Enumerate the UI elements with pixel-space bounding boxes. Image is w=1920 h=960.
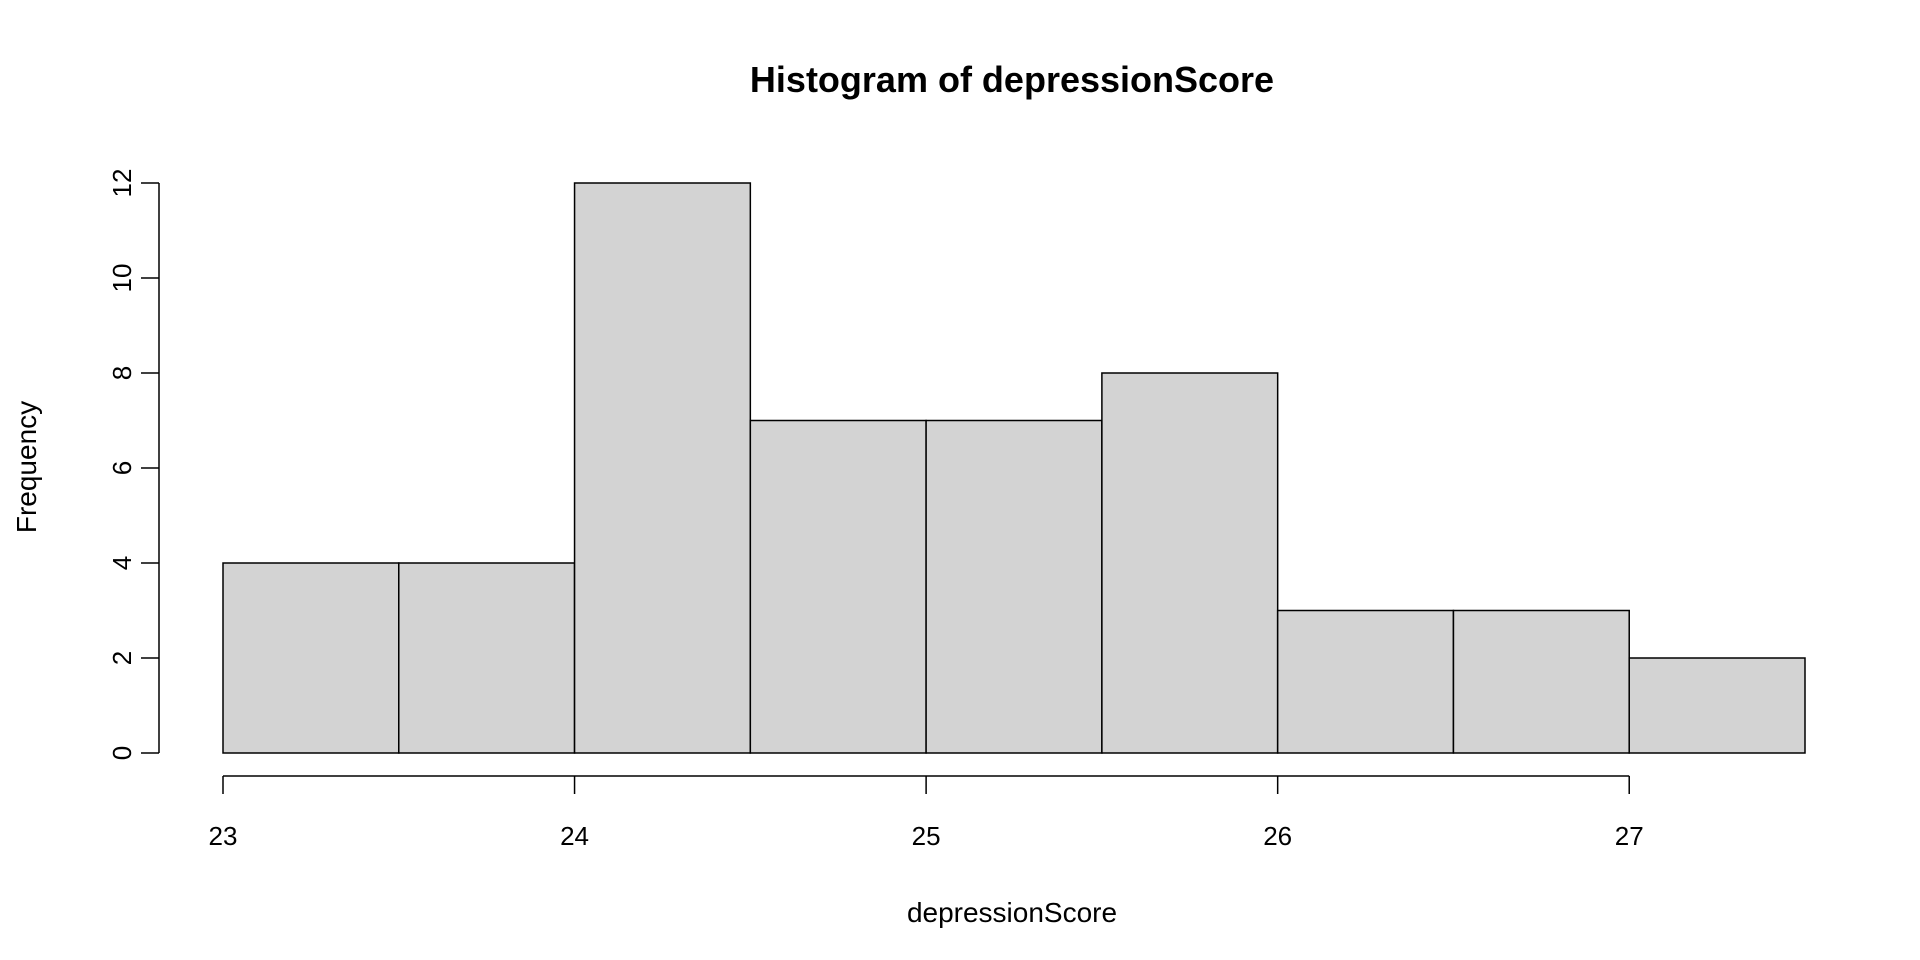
histogram-bar-4 xyxy=(925,419,1103,754)
histogram-bar-0 xyxy=(222,562,400,754)
histogram-bar-1 xyxy=(398,562,576,754)
y-tick-label-1: 2 xyxy=(107,651,137,665)
chart-title: Histogram of depressionScore xyxy=(750,59,1274,100)
y-tick-label-2: 4 xyxy=(107,556,137,570)
histogram-bar-5 xyxy=(1101,372,1279,754)
histogram-bar-6 xyxy=(1276,609,1455,754)
y-tick-label-6: 12 xyxy=(107,169,137,198)
x-tick-label-2: 25 xyxy=(912,821,941,851)
y-axis-label: Frequency xyxy=(11,401,42,533)
x-axis: 23 24 25 26 27 xyxy=(209,775,1644,851)
x-tick-label-3: 26 xyxy=(1263,821,1292,851)
y-tick-label-5: 10 xyxy=(107,264,137,293)
x-axis-label: depressionScore xyxy=(907,897,1117,928)
y-tick-label-3: 6 xyxy=(107,461,137,475)
x-tick-label-1: 24 xyxy=(560,821,589,851)
histogram-bar-8 xyxy=(1628,657,1806,754)
histogram-bars xyxy=(222,182,1806,754)
histogram-bar-3 xyxy=(749,419,927,754)
y-axis: 0 2 4 6 8 10 12 xyxy=(107,169,160,760)
x-tick-label-4: 27 xyxy=(1615,821,1644,851)
y-tick-label-4: 8 xyxy=(107,366,137,380)
histogram-bar-2 xyxy=(573,182,752,754)
x-tick-label-0: 23 xyxy=(209,821,238,851)
histogram-bar-7 xyxy=(1452,609,1630,754)
y-tick-label-0: 0 xyxy=(107,746,137,760)
